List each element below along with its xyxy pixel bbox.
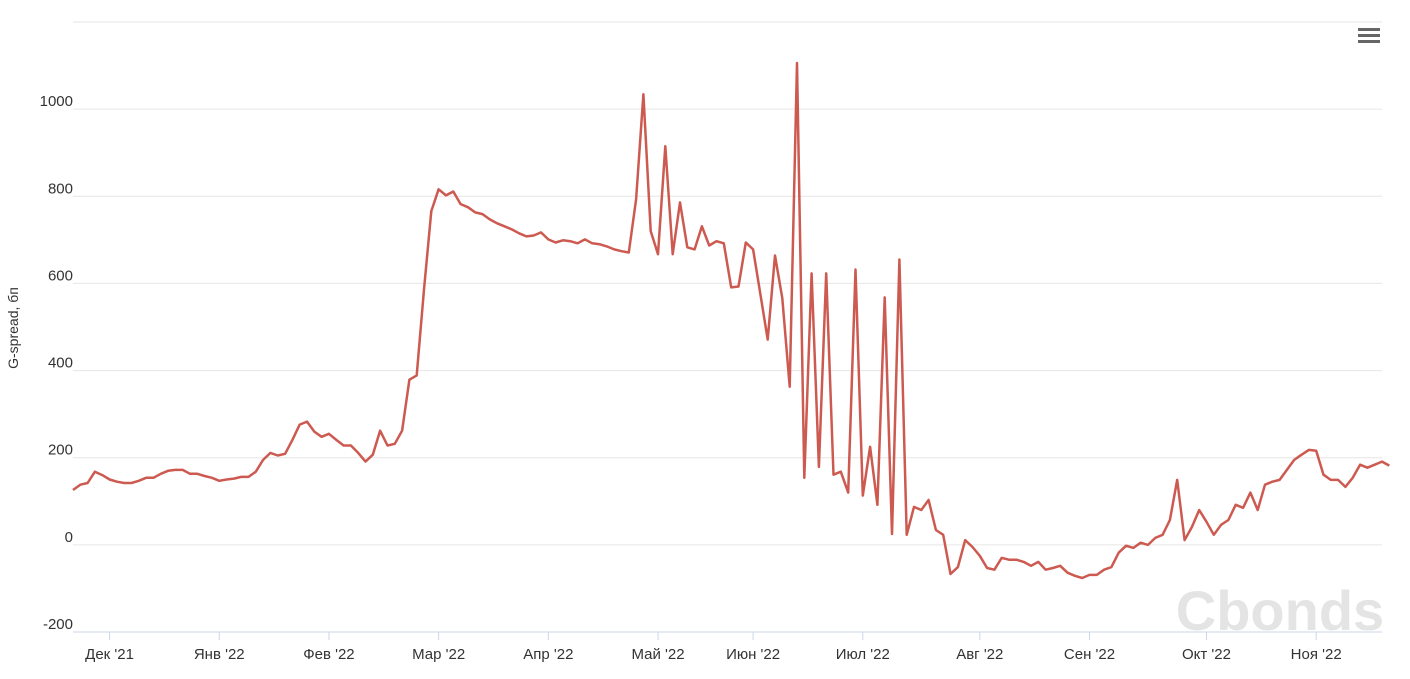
x-tick-label: Июл '22	[836, 646, 890, 663]
y-tick-label: 800	[48, 180, 73, 197]
line-series	[72, 61, 1390, 580]
y-tick-label: 0	[65, 529, 73, 546]
x-tick-label: Янв '22	[194, 646, 245, 663]
x-tick-label: Авг '22	[956, 646, 1003, 663]
x-tick-label: Апр '22	[523, 646, 573, 663]
x-tick-label: Май '22	[631, 646, 684, 663]
watermark: Cbonds	[1176, 579, 1384, 642]
x-tick-label: Июн '22	[726, 646, 780, 663]
x-tick-label: Окт '22	[1182, 646, 1231, 663]
menu-bar	[1358, 34, 1380, 37]
y-tick-label: 400	[48, 355, 73, 372]
menu-bar	[1358, 40, 1380, 43]
y-tick-label: 200	[48, 442, 73, 459]
y-axis-label: G-spread, бп	[5, 287, 21, 369]
x-tick-label: Сен '22	[1064, 646, 1115, 663]
y-tick-label: -200	[43, 616, 73, 633]
y-tick-label: 1000	[40, 93, 73, 110]
x-tick-label: Мар '22	[412, 646, 465, 663]
x-tick-label: Ноя '22	[1291, 646, 1342, 663]
x-tick-label: Дек '21	[85, 646, 134, 663]
x-tick-label: Фев '22	[303, 646, 354, 663]
menu-button[interactable]	[1358, 28, 1380, 43]
y-tick-label: 600	[48, 267, 73, 284]
menu-bar	[1358, 28, 1380, 31]
